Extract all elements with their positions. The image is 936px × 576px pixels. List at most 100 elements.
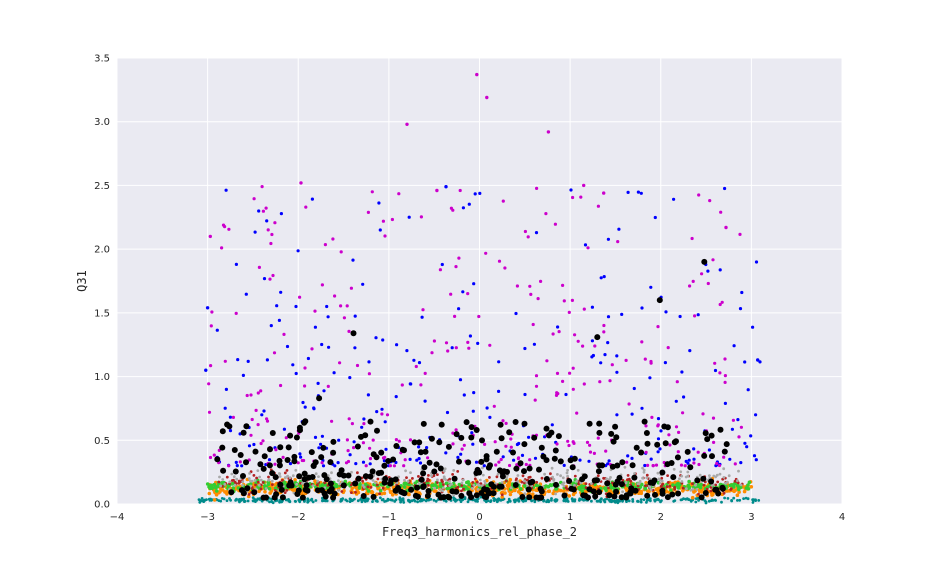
data-point <box>330 494 337 501</box>
data-point <box>446 494 453 501</box>
data-point <box>623 465 627 469</box>
data-point <box>656 424 660 428</box>
data-point <box>679 470 683 474</box>
x-tick-label: 3 <box>748 512 754 523</box>
data-point <box>660 499 663 502</box>
data-point <box>737 490 741 494</box>
data-point <box>671 439 678 446</box>
data-point <box>301 482 304 485</box>
data-point <box>709 486 713 489</box>
data-point <box>713 361 717 365</box>
data-point <box>416 500 419 504</box>
data-point <box>633 472 636 475</box>
y-tick-label: 2.0 <box>94 245 110 256</box>
data-point <box>361 484 365 487</box>
data-point <box>243 500 246 503</box>
data-point <box>260 185 264 189</box>
data-point <box>338 361 342 365</box>
data-point <box>493 448 500 455</box>
data-point <box>532 342 537 346</box>
data-point <box>542 499 545 503</box>
data-point <box>517 497 521 501</box>
data-point <box>520 453 525 457</box>
data-point <box>407 499 410 503</box>
data-point <box>691 487 695 491</box>
data-point <box>471 409 475 413</box>
data-point <box>342 316 346 320</box>
data-point <box>504 421 508 425</box>
data-point <box>553 222 558 226</box>
data-point <box>294 468 298 472</box>
data-point <box>712 440 716 444</box>
data-point <box>659 469 666 476</box>
data-point <box>521 441 528 448</box>
data-point <box>654 463 659 467</box>
data-point <box>223 359 227 363</box>
data-point <box>715 461 719 466</box>
data-point <box>528 284 532 288</box>
data-point <box>488 343 492 347</box>
data-point <box>353 346 357 350</box>
data-point <box>552 447 559 454</box>
data-point <box>254 408 258 412</box>
data-point <box>259 478 263 482</box>
data-point <box>356 499 360 503</box>
data-point <box>411 477 414 480</box>
data-point <box>313 325 317 329</box>
data-point <box>393 500 397 503</box>
data-point <box>490 483 497 490</box>
data-point <box>512 419 519 425</box>
data-point <box>382 491 387 496</box>
data-point <box>316 395 323 402</box>
data-point <box>346 449 350 453</box>
data-point <box>378 492 381 496</box>
data-point <box>383 420 387 424</box>
data-point <box>361 460 366 464</box>
data-point <box>573 333 577 337</box>
data-point <box>624 481 628 484</box>
data-point <box>676 486 681 490</box>
data-point <box>692 447 696 451</box>
data-point <box>577 486 581 490</box>
data-point <box>474 499 478 503</box>
data-point <box>371 479 375 482</box>
data-point <box>617 227 621 231</box>
data-point <box>663 361 668 365</box>
data-point <box>500 493 504 497</box>
data-point <box>241 480 245 484</box>
data-point <box>282 332 286 336</box>
data-point <box>571 387 575 391</box>
data-point <box>598 380 602 384</box>
data-point <box>630 456 634 460</box>
data-point <box>543 457 550 464</box>
data-point <box>606 315 611 319</box>
data-point <box>288 476 292 480</box>
data-point <box>483 442 487 446</box>
data-point <box>379 491 384 496</box>
data-point <box>313 435 318 439</box>
data-point <box>742 489 747 494</box>
data-point <box>270 232 274 237</box>
data-point <box>258 475 261 479</box>
data-point <box>456 458 462 465</box>
data-point <box>308 449 315 456</box>
data-point <box>592 451 597 455</box>
data-point <box>534 231 539 235</box>
data-point <box>383 234 387 238</box>
data-point <box>303 482 310 489</box>
data-point <box>408 457 412 461</box>
data-point <box>267 458 272 462</box>
data-point <box>273 491 280 498</box>
data-point <box>428 435 435 442</box>
data-point <box>615 354 619 358</box>
data-point <box>692 461 696 465</box>
data-point <box>561 476 565 480</box>
data-point <box>303 500 306 503</box>
data-point <box>656 437 661 441</box>
data-point <box>735 493 740 498</box>
data-point <box>362 417 366 421</box>
data-point <box>256 423 260 427</box>
data-point <box>647 479 654 486</box>
data-point <box>674 425 679 429</box>
